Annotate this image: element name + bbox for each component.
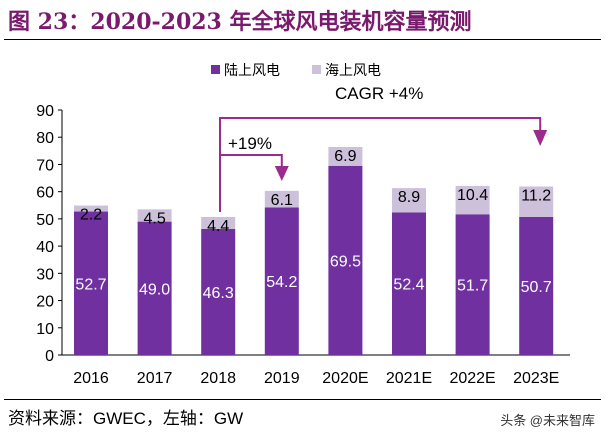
data-label-offshore: 11.2: [521, 187, 551, 204]
bar-onshore: [74, 211, 108, 355]
bar-onshore: [264, 207, 299, 355]
arrowhead-icon: [274, 166, 289, 181]
bar-offshore: [392, 188, 426, 213]
x-tick-label: 2019: [264, 370, 300, 387]
data-label-onshore: 46.3: [203, 285, 234, 302]
data-label-offshore: 10.4: [457, 187, 488, 204]
watermark: 头条 @未来智库: [500, 413, 595, 428]
cagr-label: CAGR +4%: [335, 84, 423, 103]
bar-offshore: [264, 190, 299, 208]
legend-swatch-offshore: [312, 65, 321, 74]
data-label-onshore: 51.7: [457, 278, 488, 295]
bar-onshore: [201, 228, 236, 355]
y-tick-label: 20: [36, 294, 54, 311]
chart-title: 图 23：2020-2023 年全球风电装机容量预测: [8, 9, 472, 35]
data-label-onshore: 69.5: [330, 253, 361, 270]
y-tick-label: 30: [36, 266, 54, 283]
divider: [4, 39, 601, 40]
data-label-offshore: 4.5: [143, 210, 165, 227]
bar-offshore: [328, 147, 363, 166]
data-label-onshore: 49.0: [139, 281, 170, 298]
chart: 0 10 20 30 40 50 60 70 80 90 2016 52.7 2.2 2017 49.0 4.…: [36, 62, 570, 387]
divider: [4, 399, 601, 400]
bar-offshore: [519, 186, 554, 217]
x-tick-label: 2017: [137, 370, 173, 387]
x-tick-label: 2016: [73, 370, 109, 387]
data-label-onshore: 52.7: [75, 276, 106, 293]
bar-onshore: [392, 212, 426, 355]
x-tick-label: 2022E: [449, 370, 495, 387]
x-tick-label: 2020E: [322, 370, 368, 387]
bar-onshore: [455, 214, 490, 355]
y-tick-label: 90: [36, 103, 54, 120]
x-tick-label: 2021E: [386, 370, 432, 387]
y-tick-label: 70: [36, 157, 54, 174]
source-note: 资料来源：GWEC，左轴：GW: [8, 409, 244, 428]
x-tick-label: 2023E: [513, 370, 559, 387]
bar-offshore: [137, 209, 172, 222]
data-label-onshore: 50.7: [521, 279, 552, 296]
arrowhead-icon: [533, 130, 548, 146]
bar-offshore: [74, 205, 108, 212]
bar-onshore: [328, 165, 363, 355]
y-tick-label: 40: [36, 239, 54, 256]
data-label-offshore: 4.4: [207, 218, 229, 235]
bar-onshore: [519, 216, 554, 355]
legend-label-onshore: 陆上风电: [224, 62, 280, 78]
y-tick-label: 60: [36, 185, 54, 202]
growth-label: +19%: [228, 134, 272, 153]
x-tick-label: 2018: [200, 370, 236, 387]
legend-label-offshore: 海上风电: [325, 62, 381, 78]
y-tick-label: 0: [45, 348, 54, 365]
data-label-onshore: 52.4: [393, 277, 424, 294]
data-label-offshore: 6.9: [334, 148, 356, 165]
growth-arrow: [220, 154, 283, 168]
data-label-offshore: 6.1: [271, 192, 293, 209]
legend-swatch-onshore: [211, 65, 220, 74]
y-tick-label: 50: [36, 212, 54, 229]
cagr-arrow: [219, 117, 542, 212]
data-label-offshore: 2.2: [80, 207, 102, 224]
bar-onshore: [137, 221, 172, 355]
data-label-offshore: 8.9: [398, 189, 420, 206]
y-tick-label: 10: [36, 321, 54, 338]
data-label-onshore: 54.2: [266, 274, 297, 291]
bar-offshore: [455, 185, 490, 215]
y-tick-label: 80: [36, 130, 54, 147]
bar-offshore: [201, 216, 236, 229]
